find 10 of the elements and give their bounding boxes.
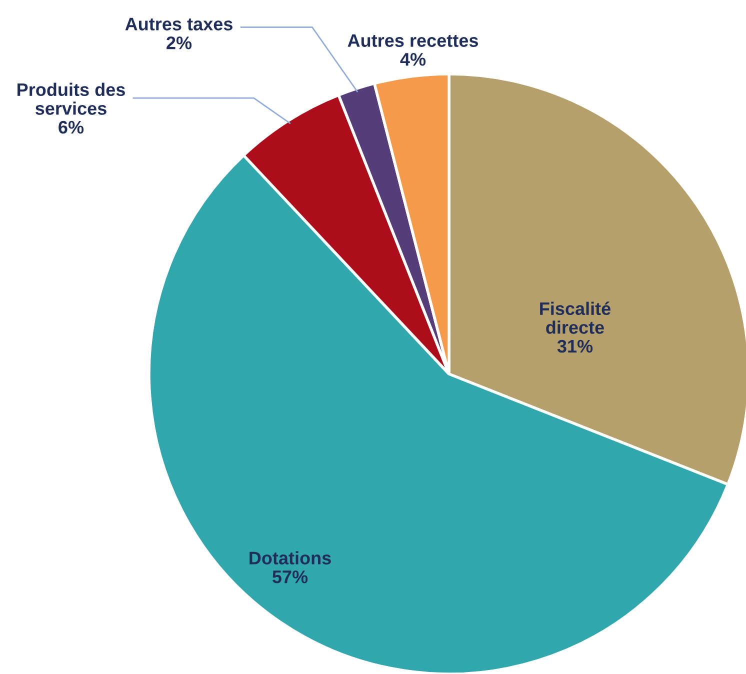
- data-label: 4%: [400, 53, 426, 66]
- data-label: 6%: [58, 120, 84, 134]
- slice-label: Autres recettes: [348, 34, 478, 47]
- data-label: 31%: [557, 340, 593, 353]
- slice-label: Produits des services: [18, 82, 125, 115]
- data-label: 2%: [166, 36, 192, 50]
- slice-label: Fiscalité directe: [540, 302, 611, 334]
- data-label: 57%: [272, 570, 308, 584]
- slice-label: Dotations: [250, 551, 331, 564]
- slice-label: Autres taxes: [125, 18, 232, 30]
